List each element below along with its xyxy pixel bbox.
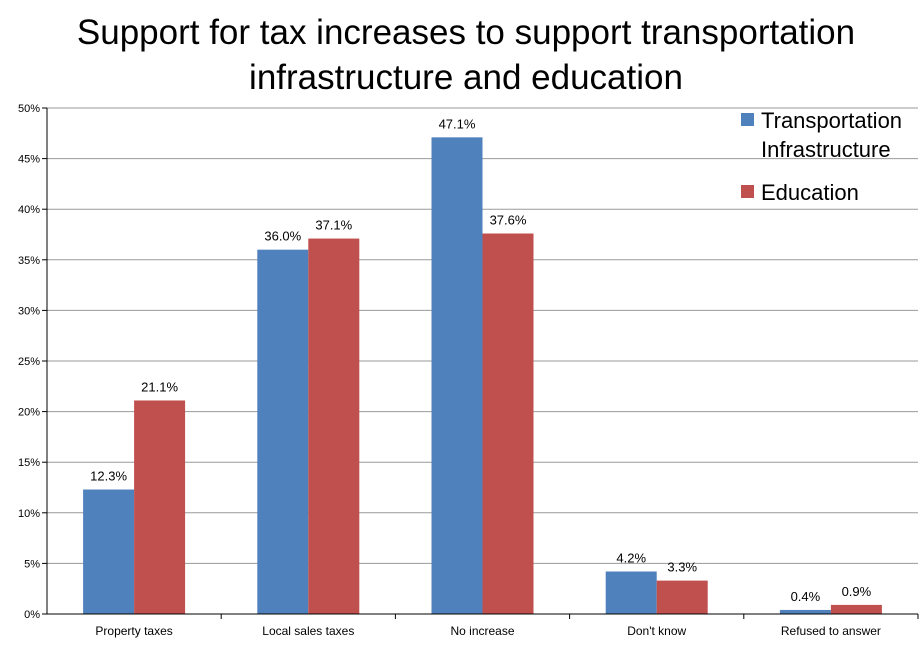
- chart-title-line-1: Support for tax increases to support tra…: [77, 13, 855, 52]
- y-tick-label: 30%: [18, 305, 40, 317]
- bar-education: [482, 233, 534, 614]
- x-category-label: Don't know: [627, 624, 686, 638]
- data-label: 12.3%: [90, 469, 127, 484]
- bar-education: [830, 604, 882, 614]
- data-labels: 12.3% 21.1% 36.0% 37.1% 47.1% 37.6% 4.2% 3.3% 0.…: [90, 116, 871, 604]
- x-category-label: Property taxes: [95, 624, 172, 638]
- x-category-label: Refused to answer: [781, 624, 881, 638]
- data-label: 37.1%: [315, 218, 352, 233]
- legend-label: Transportation: [761, 108, 902, 133]
- bar-education: [656, 580, 708, 614]
- bar-transportation: [257, 249, 309, 614]
- legend-swatch: [741, 113, 754, 126]
- bar-transportation: [605, 571, 657, 614]
- y-tick-label: 35%: [18, 255, 40, 267]
- bar-transportation: [83, 489, 135, 614]
- y-tick-label: 40%: [18, 204, 40, 216]
- data-label: 0.4%: [791, 589, 821, 604]
- data-label: 36.0%: [264, 229, 301, 244]
- bar-transportation: [431, 137, 483, 614]
- y-tick-label: 25%: [18, 356, 40, 368]
- y-axis-ticks: 0% 5% 10% 15% 20% 25% 30% 35% 40% 45% 50%: [18, 103, 919, 621]
- chart-title-line-2: infrastructure and education: [249, 58, 683, 97]
- data-label: 47.1%: [439, 116, 476, 131]
- data-label: 37.6%: [490, 212, 527, 227]
- axes: [46, 108, 918, 615]
- y-tick-label: 50%: [18, 103, 40, 115]
- y-tick-label: 20%: [18, 407, 40, 419]
- x-axis-categories: Property taxes Local sales taxes No increa…: [95, 624, 881, 638]
- legend-label: Education: [761, 180, 859, 205]
- y-tick-label: 45%: [18, 154, 40, 166]
- y-tick-label: 0%: [24, 609, 40, 621]
- bars: [83, 137, 882, 614]
- legend-label: Infrastructure: [761, 137, 891, 162]
- data-label: 21.1%: [141, 379, 178, 394]
- y-tick-label: 15%: [18, 457, 40, 469]
- data-label: 4.2%: [616, 550, 646, 565]
- legend: Transportation Infrastructure Education: [741, 108, 902, 205]
- bar-education: [308, 238, 360, 614]
- legend-swatch: [741, 185, 754, 198]
- x-category-label: Local sales taxes: [262, 624, 354, 638]
- bar-transportation: [779, 609, 831, 614]
- x-category-label: No increase: [450, 624, 514, 638]
- y-tick-label: 5%: [24, 558, 40, 570]
- bar-education: [134, 400, 186, 614]
- data-label: 3.3%: [667, 560, 697, 575]
- y-tick-label: 10%: [18, 508, 40, 520]
- data-label: 0.9%: [842, 584, 872, 599]
